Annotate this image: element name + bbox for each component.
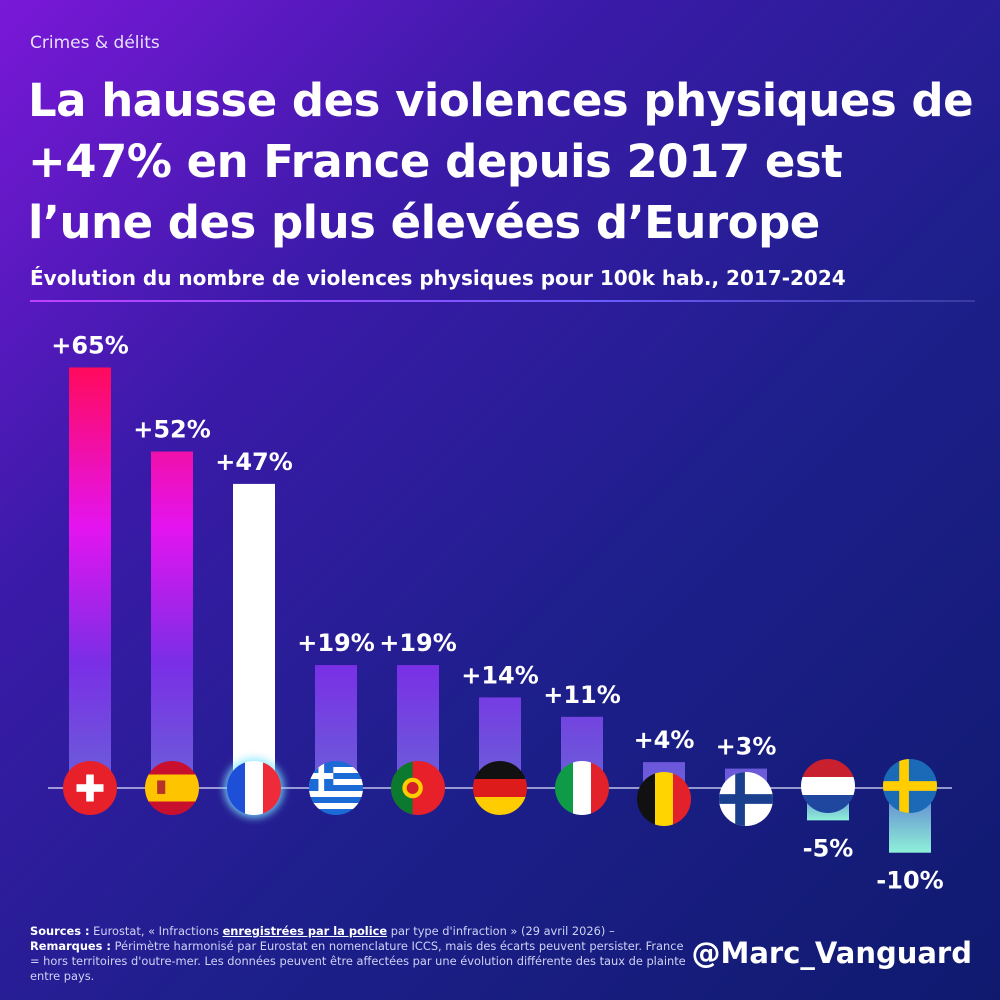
bar-espagne bbox=[151, 451, 193, 788]
flag-spain-icon bbox=[145, 761, 199, 815]
subtitle-divider bbox=[30, 300, 975, 302]
value-label-suède: -10% bbox=[876, 867, 943, 895]
flag-belgium-icon bbox=[637, 772, 691, 826]
flag-germany-icon bbox=[473, 761, 527, 815]
remarks-label: Remarques : bbox=[30, 939, 111, 953]
value-label-allemagne: +14% bbox=[461, 661, 539, 689]
flag-switzerland-icon bbox=[63, 761, 117, 815]
value-label-finlande: +3% bbox=[716, 733, 777, 761]
footer-notes: Sources : Eurostat, « Infractions enregi… bbox=[30, 924, 690, 984]
value-label-grèce: +19% bbox=[297, 629, 375, 657]
chart-subtitle: Évolution du nombre de violences physiqu… bbox=[30, 266, 846, 290]
flag-finland-icon bbox=[719, 772, 773, 826]
flag-greece-icon bbox=[309, 761, 363, 815]
flag-netherlands-icon bbox=[801, 759, 855, 813]
flag-portugal-icon bbox=[391, 761, 445, 815]
page-title: La hausse des violences physiques de +47… bbox=[28, 74, 974, 249]
value-label-france: +47% bbox=[215, 448, 293, 476]
bar-france bbox=[233, 483, 275, 788]
section-label: Crimes & délits bbox=[30, 33, 160, 53]
value-label-belgique: +4% bbox=[634, 726, 695, 754]
value-label-suisse: +65% bbox=[51, 331, 129, 359]
remarks-text: Périmètre harmonisé par Eurostat en nome… bbox=[30, 939, 686, 983]
bar-chart: +65%+52%+47%+19% +19%+14%+11%+4% +3%-5%-10… bbox=[48, 331, 952, 895]
value-label-portugal: +19% bbox=[379, 629, 457, 657]
author-handle: @Marc_Vanguard bbox=[691, 936, 972, 970]
sources-text-1: Eurostat, « Infractions bbox=[93, 924, 223, 938]
value-label-pays-bas: -5% bbox=[803, 834, 854, 862]
value-label-espagne: +52% bbox=[133, 416, 211, 444]
flag-sweden-icon bbox=[883, 759, 937, 813]
sources-text-2: par type d'infraction » (29 avril 2026) … bbox=[387, 924, 615, 938]
value-label-italie: +11% bbox=[543, 681, 621, 709]
flag-france-icon bbox=[227, 761, 281, 815]
flag-italy-icon bbox=[555, 761, 609, 815]
bar-suisse bbox=[69, 367, 111, 788]
sources-emphasis: enregistrées par la police bbox=[222, 924, 388, 938]
sources-label: Sources : bbox=[30, 924, 90, 938]
